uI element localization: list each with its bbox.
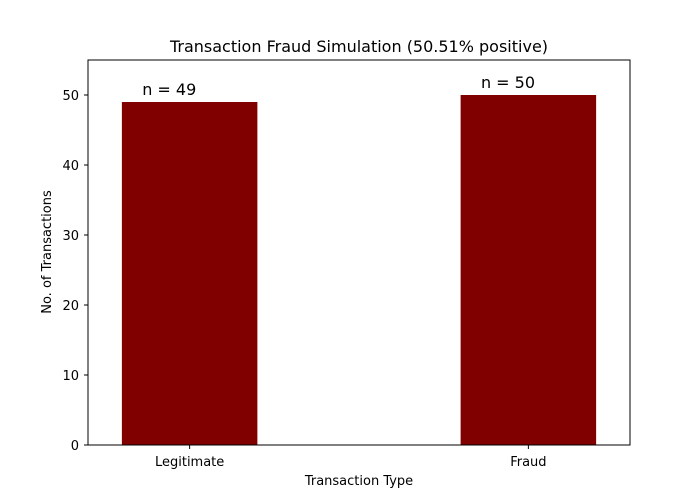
bar-legitimate	[121, 102, 258, 445]
chart-title: Transaction Fraud Simulation (50.51% pos…	[169, 37, 548, 56]
bars-group	[121, 95, 597, 445]
data-label-legitimate: n = 49	[142, 80, 196, 99]
y-tick-label: 0	[71, 439, 79, 454]
y-tick-label: 20	[62, 299, 79, 314]
bar-fraud	[460, 95, 597, 445]
data-label-fraud: n = 50	[481, 73, 535, 92]
y-tick-label: 10	[62, 369, 79, 384]
y-axis-label: No. of Transactions	[40, 190, 55, 314]
x-tick-label: Fraud	[510, 455, 546, 470]
y-tick-label: 50	[62, 89, 79, 104]
y-axis: 0 10 20 30 40 50	[62, 89, 88, 454]
x-tick-label: Legitimate	[155, 455, 224, 470]
x-axis: Legitimate Fraud	[155, 445, 547, 470]
x-axis-label: Transaction Type	[304, 474, 413, 489]
plot-frame	[87, 59, 631, 446]
y-tick-label: 30	[62, 229, 79, 244]
y-tick-label: 40	[62, 159, 79, 174]
data-labels-group: n = 49 n = 50	[142, 73, 535, 99]
